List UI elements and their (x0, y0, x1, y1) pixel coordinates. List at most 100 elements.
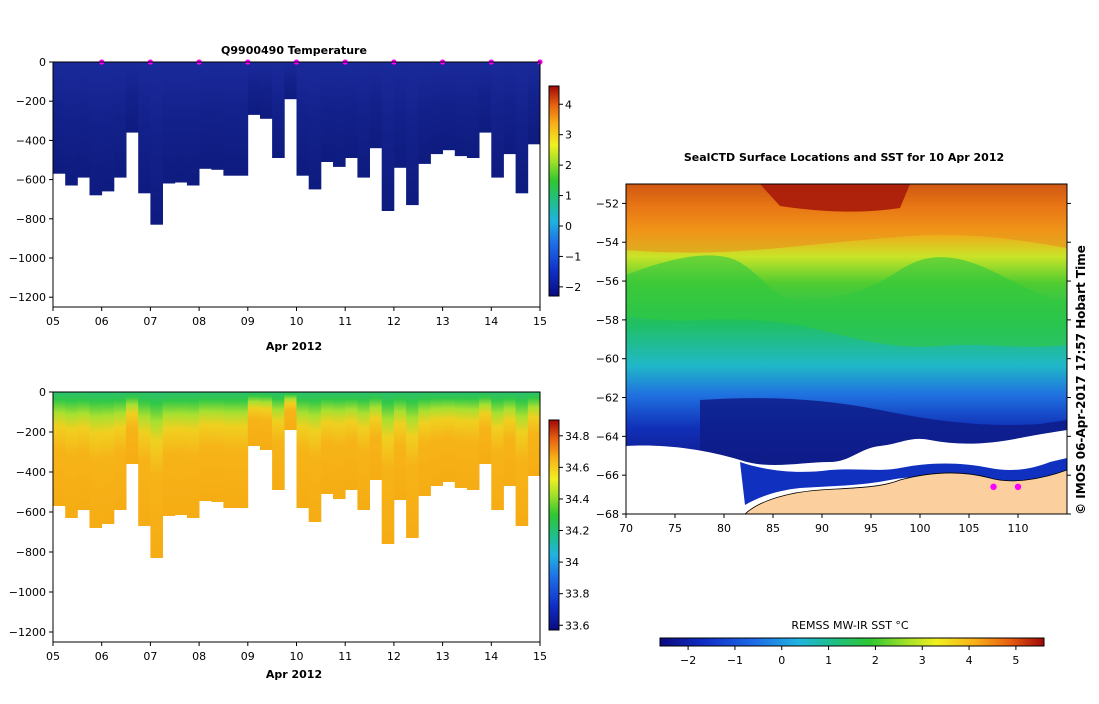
profile-column (186, 392, 200, 518)
profile-column (101, 392, 115, 524)
profile-column (199, 62, 212, 169)
sst-colorbar-tick-label: 5 (1012, 654, 1019, 667)
x-tick-label: 14 (484, 650, 498, 663)
profile-column (345, 62, 358, 158)
colorbar-tick-label: −2 (565, 281, 581, 294)
map-latitude-axis: −52 −54 −56 −58 −60 −62 −64 −66 −68 (596, 197, 1071, 521)
salinity-profile-columns (53, 392, 541, 558)
profile-column (150, 392, 163, 558)
profile-column (53, 392, 66, 506)
lat-tick-label: −56 (596, 275, 619, 288)
antarctic-land (744, 469, 1067, 514)
y-tick-label: −800 (16, 213, 46, 226)
profile-column (126, 62, 139, 133)
colorbar-tick-label: 0 (565, 220, 572, 233)
sst-colorbar-tick-label: 3 (919, 654, 926, 667)
temperature-x-axis: 05 06 07 08 09 10 11 12 13 14 15 (46, 307, 547, 328)
y-tick-label: −400 (16, 466, 46, 479)
x-tick-label: 09 (241, 315, 255, 328)
profile-column (345, 392, 358, 490)
profile-column (77, 62, 90, 178)
x-tick-label: 11 (338, 315, 352, 328)
profile-column (308, 62, 322, 190)
profile-column (77, 392, 90, 510)
seal-locations (990, 483, 1022, 491)
profile-column (406, 62, 419, 206)
lat-tick-label: −58 (596, 314, 619, 327)
profile-column (296, 392, 310, 508)
x-tick-label: 14 (484, 315, 498, 328)
profile-column (479, 392, 492, 464)
colorbar-tick-label: −1 (565, 250, 581, 263)
temperature-section-plot: Q9900490 Temperature 0 −200 −400 −600 −800 −1… (9, 44, 581, 353)
profile-column (369, 62, 383, 149)
profile-column (174, 62, 188, 183)
profile-column (162, 62, 176, 184)
profile-column (284, 392, 297, 430)
sst-colorbar-tick-label: 2 (872, 654, 879, 667)
profile-column (333, 62, 346, 167)
profile-column (174, 392, 188, 515)
profile-column (223, 392, 236, 508)
x-tick-label: 11 (338, 650, 352, 663)
profile-column (442, 392, 456, 482)
profile-column (406, 392, 419, 538)
profile-column (515, 392, 529, 526)
temperature-profile-columns (53, 62, 541, 225)
sst-colorbar-tick-label: −2 (680, 654, 696, 667)
profile-column (296, 62, 310, 176)
lat-tick-label: −54 (596, 236, 619, 249)
profile-column (503, 62, 517, 155)
profile-column (515, 62, 529, 194)
colorbar-tick-label: 33.8 (565, 588, 590, 601)
temperature-x-label: Apr 2012 (266, 340, 322, 353)
coastal-band (740, 458, 1067, 505)
profile-column (527, 62, 541, 145)
profile-column (186, 62, 200, 186)
profile-column (223, 62, 236, 176)
profile-column (89, 392, 103, 528)
colorbar-tick-label: 3 (565, 129, 572, 142)
sst-colorbar-tick-label: −1 (727, 654, 743, 667)
profile-column (65, 392, 78, 518)
profile-column (320, 62, 334, 162)
warm-water-band (626, 184, 1067, 253)
x-tick-label: 13 (436, 315, 450, 328)
colorbar-tick-label: 2 (565, 159, 572, 172)
temperature-colorbar-ticks: 4 3 2 1 0 −1 −2 (559, 98, 581, 294)
map-longitude-axis: 70 75 80 85 90 95 100 105 110 (619, 514, 1029, 535)
x-tick-label: 12 (387, 650, 401, 663)
profile-column (333, 392, 346, 499)
profile-column (260, 62, 273, 119)
colorbar-tick-label: 34.2 (565, 525, 590, 538)
profile-column (150, 62, 163, 225)
sst-colorbar-ticks: −2 −1 0 1 2 3 4 5 (680, 646, 1019, 667)
profile-column (260, 392, 273, 450)
map-title: SealCTD Surface Locations and SST for 10… (684, 151, 1004, 164)
x-tick-label: 07 (143, 315, 157, 328)
x-tick-label: 05 (46, 315, 60, 328)
temperature-y-axis: 0 −200 −400 −600 −800 −1000 −1200 (9, 56, 53, 304)
sst-colorbar-label: REMSS MW-IR SST °C (791, 619, 909, 632)
profile-column (320, 392, 334, 494)
salinity-section-plot: 0 −200 −400 −600 −800 −1000 −1200 05 06 07 08 09 10… (9, 386, 590, 681)
x-tick-label: 06 (95, 315, 109, 328)
profile-column (393, 392, 407, 500)
temperature-title: Q9900490 Temperature (221, 44, 367, 57)
profile-column (466, 62, 480, 158)
y-tick-label: −200 (16, 95, 46, 108)
profile-column (479, 62, 492, 133)
profile-column (53, 62, 66, 174)
y-tick-label: −400 (16, 134, 46, 147)
x-tick-label: 08 (192, 650, 206, 663)
profile-column (113, 392, 127, 510)
x-tick-label: 15 (533, 315, 547, 328)
map-frame (625, 183, 1068, 515)
sst-map: SealCTD Surface Locations and SST for 10… (596, 151, 1071, 667)
profile-column (284, 62, 297, 100)
colorbar-tick-label: 1 (565, 190, 572, 203)
sst-colorbar-tick-label: 1 (825, 654, 832, 667)
x-tick-label: 08 (192, 315, 206, 328)
profile-column (357, 392, 370, 510)
